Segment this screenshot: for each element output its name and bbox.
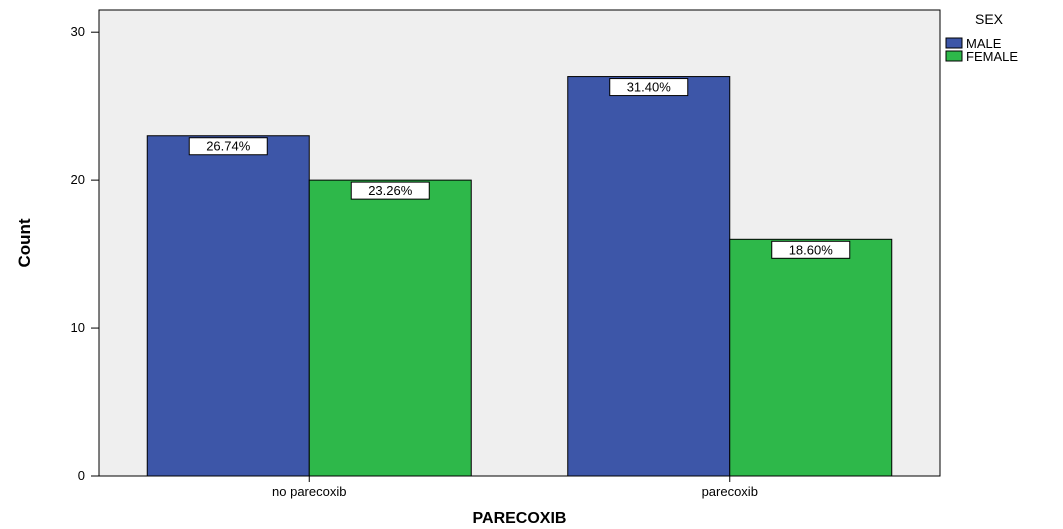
legend-swatch-male	[945, 37, 963, 49]
legend-swatch-female	[945, 50, 963, 62]
data-label: 23.26%	[368, 183, 413, 198]
y-tick-label: 20	[71, 172, 85, 187]
y-axis: 0 10 20 30	[71, 24, 99, 483]
legend-label-male: MALE	[966, 36, 1002, 51]
y-tick-label: 0	[78, 468, 85, 483]
x-axis: no parecoxib parecoxib	[272, 476, 758, 499]
data-labels: 26.74% 23.26% 31.40% 18.60%	[188, 78, 851, 259]
bar-female-1	[729, 238, 893, 477]
legend-label-female: FEMALE	[966, 49, 1018, 64]
y-axis-title: Count	[15, 218, 34, 267]
bar-male-1	[567, 76, 731, 477]
data-label: 31.40%	[627, 80, 672, 95]
x-tick-label: no parecoxib	[272, 484, 346, 499]
y-tick-label: 30	[71, 24, 85, 39]
data-label: 26.74%	[206, 139, 251, 154]
data-label-box	[609, 78, 689, 97]
bars	[146, 76, 893, 477]
legend-title: SEX	[975, 11, 1004, 27]
data-label-box	[771, 240, 851, 259]
x-axis-title: PARECOXIB	[473, 510, 567, 527]
y-tick-label: 10	[71, 320, 85, 335]
data-label-box	[350, 181, 430, 200]
bar-male-0	[146, 135, 310, 477]
x-tick-label: parecoxib	[702, 484, 758, 499]
bar-female-0	[308, 179, 472, 477]
data-label: 18.60%	[789, 242, 834, 257]
data-label-box	[188, 137, 268, 156]
